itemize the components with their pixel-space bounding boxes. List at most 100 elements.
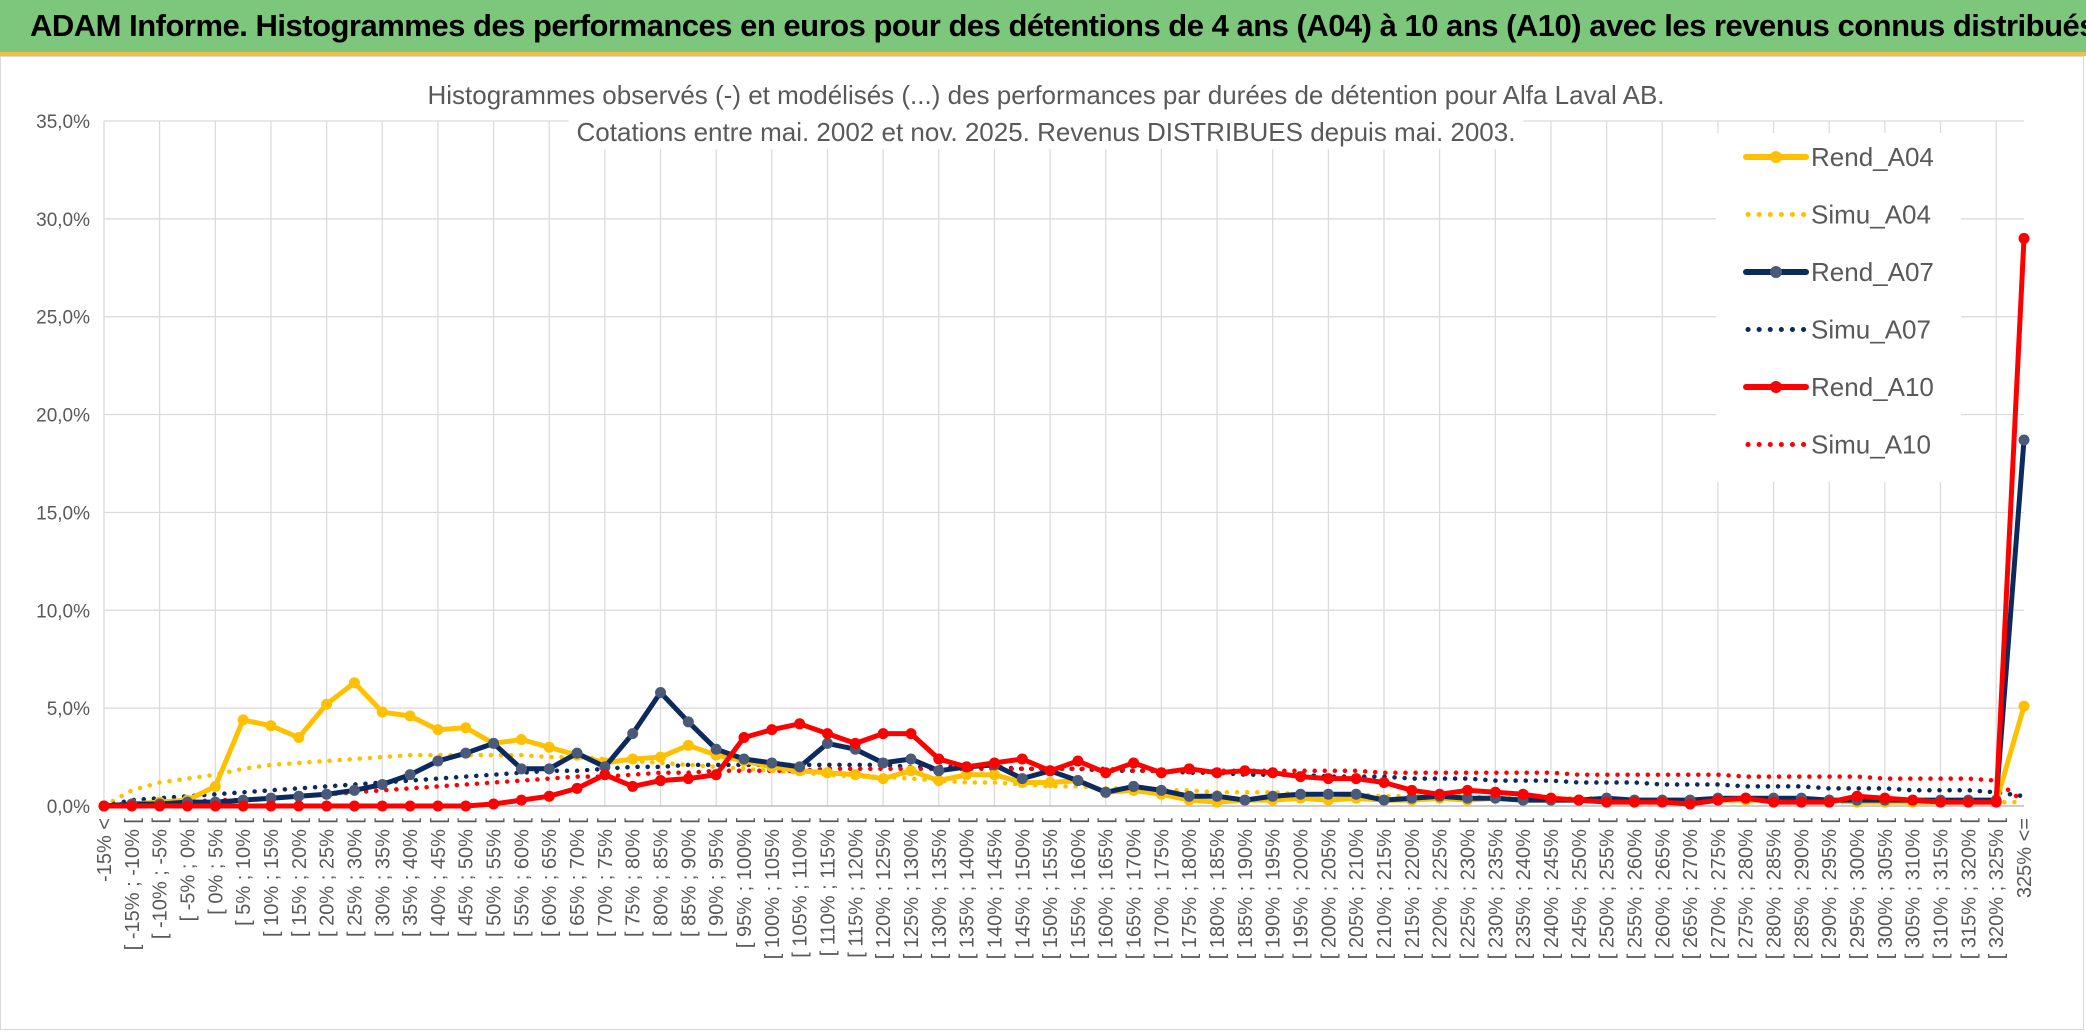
data-point [1100, 786, 1112, 798]
data-point [404, 710, 416, 722]
x-tick-label: [ 160% ; 165% [ [1096, 818, 1118, 960]
data-point [1128, 757, 1140, 769]
data-point [1795, 796, 1807, 808]
data-point [655, 751, 667, 763]
x-tick-label: [ 135% ; 140% [ [957, 818, 979, 960]
x-tick-label: [ 50% ; 55% [ [484, 818, 506, 937]
legend-marker [1770, 266, 1782, 278]
series-simu_a04 [101, 752, 2027, 809]
data-point [682, 773, 694, 785]
x-tick-label: [ 10% ; 15% [ [261, 818, 283, 937]
data-point [376, 800, 388, 812]
data-point [1044, 777, 1056, 789]
data-point [1434, 788, 1446, 800]
data-point [515, 763, 527, 775]
legend-item-simu_a10: Simu_A10 [1745, 430, 1931, 460]
x-tick-label: [ 65% ; 70% [ [567, 818, 589, 937]
x-tick-label: [ 55% ; 60% [ [511, 818, 533, 937]
y-tick-label: 20,0% [36, 406, 90, 427]
data-point [1295, 788, 1307, 800]
x-tick-label: [ 175% ; 180% [ [1179, 818, 1201, 960]
x-tick-label: [ 60% ; 65% [ [539, 818, 561, 937]
x-tick-label: [ 310% ; 315% [ [1931, 818, 1953, 960]
data-point [348, 800, 360, 812]
data-point [1573, 794, 1585, 806]
x-tick-label: [ 30% ; 35% [ [372, 818, 394, 937]
data-point [1545, 792, 1557, 804]
data-point [1016, 753, 1028, 765]
legend-marker [1770, 151, 1782, 163]
data-point [1239, 765, 1251, 777]
data-point [794, 761, 806, 773]
data-point [432, 755, 444, 767]
x-tick-label: [ 225% ; 230% [ [1457, 818, 1479, 960]
data-point [821, 737, 833, 749]
x-tick-label: [ -5% ; 0% [ [177, 818, 199, 922]
x-tick-label: [ 90% ; 95% [ [706, 818, 728, 937]
chart-title-backing [568, 115, 1524, 149]
legend-label: Simu_A10 [1811, 430, 1931, 460]
x-tick-label: [ -15% ; -10% [ [122, 818, 144, 951]
x-tick-label: [ 85% ; 90% [ [678, 818, 700, 937]
x-tick-label: [ 110% ; 115% [ [817, 818, 839, 957]
data-point [821, 767, 833, 779]
series-rend_a10 [98, 232, 2030, 812]
legend-item-rend_a07: Rend_A07 [1743, 257, 1934, 287]
y-tick-label: 10,0% [36, 601, 90, 622]
series-line [101, 762, 2027, 809]
x-tick-label: [ 15% ; 20% [ [289, 818, 311, 937]
legend-label: Rend_A04 [1811, 142, 1934, 172]
data-point [655, 775, 667, 787]
data-point [682, 716, 694, 728]
data-point [1378, 794, 1390, 806]
data-point [877, 773, 889, 785]
series-line [101, 766, 2027, 809]
data-point [2018, 700, 2030, 712]
data-point [933, 753, 945, 765]
x-tick-label: [ 200% ; 205% [ [1318, 818, 1340, 960]
data-point [265, 800, 277, 812]
series-simu_a07 [101, 762, 2027, 809]
data-point [460, 747, 472, 759]
legend-backing [1716, 133, 1961, 482]
x-tick-label: [ 115% ; 120% [ [845, 818, 867, 958]
data-point [627, 728, 639, 740]
x-tick-label: [ 120% ; 125% [ [873, 818, 895, 960]
data-point [877, 728, 889, 740]
data-point [849, 769, 861, 781]
banner-edge [0, 52, 2086, 56]
legend-marker [1770, 381, 1782, 393]
data-point [1823, 796, 1835, 808]
x-tick-label: [ 190% ; 195% [ [1263, 818, 1285, 960]
data-point [1628, 796, 1640, 808]
data-point [933, 765, 945, 777]
chart-title-backing [419, 78, 1673, 112]
x-tick-label: [ 320% ; 325% [ [1986, 818, 2008, 960]
x-tick-label: [ 125% ; 130% [ [901, 818, 923, 960]
data-point [1990, 796, 2002, 808]
data-point [321, 698, 333, 710]
x-tick-label: [ 145% ; 150% [ [1012, 818, 1034, 960]
legend: Rend_A04 Simu_A04 Rend_A07 Simu_A07 Rend_A10… [1716, 133, 1961, 482]
data-point [1350, 788, 1362, 800]
data-point [988, 757, 1000, 769]
legend-label: Rend_A10 [1811, 372, 1934, 402]
data-point [460, 800, 472, 812]
x-tick-label: [ 195% ; 200% [ [1291, 818, 1313, 960]
data-point [933, 775, 945, 787]
y-tick-label: 35,0% [36, 112, 90, 133]
data-point [488, 798, 500, 810]
data-point [1183, 763, 1195, 775]
x-tick-label: [ 35% ; 40% [ [400, 818, 422, 937]
y-tick-label: 0,0% [47, 797, 90, 818]
data-point [1267, 767, 1279, 779]
x-tick-label: [ 315% ; 320% [ [1958, 818, 1980, 960]
legend-label: Simu_A07 [1811, 315, 1931, 345]
series-line [101, 235, 2027, 809]
x-tick-label: [ 150% ; 155% [ [1040, 818, 1062, 960]
x-tick-label: [ 280% ; 285% [ [1764, 818, 1786, 960]
data-point [209, 780, 221, 792]
data-point [961, 769, 973, 781]
data-point [404, 769, 416, 781]
data-point [126, 800, 138, 812]
